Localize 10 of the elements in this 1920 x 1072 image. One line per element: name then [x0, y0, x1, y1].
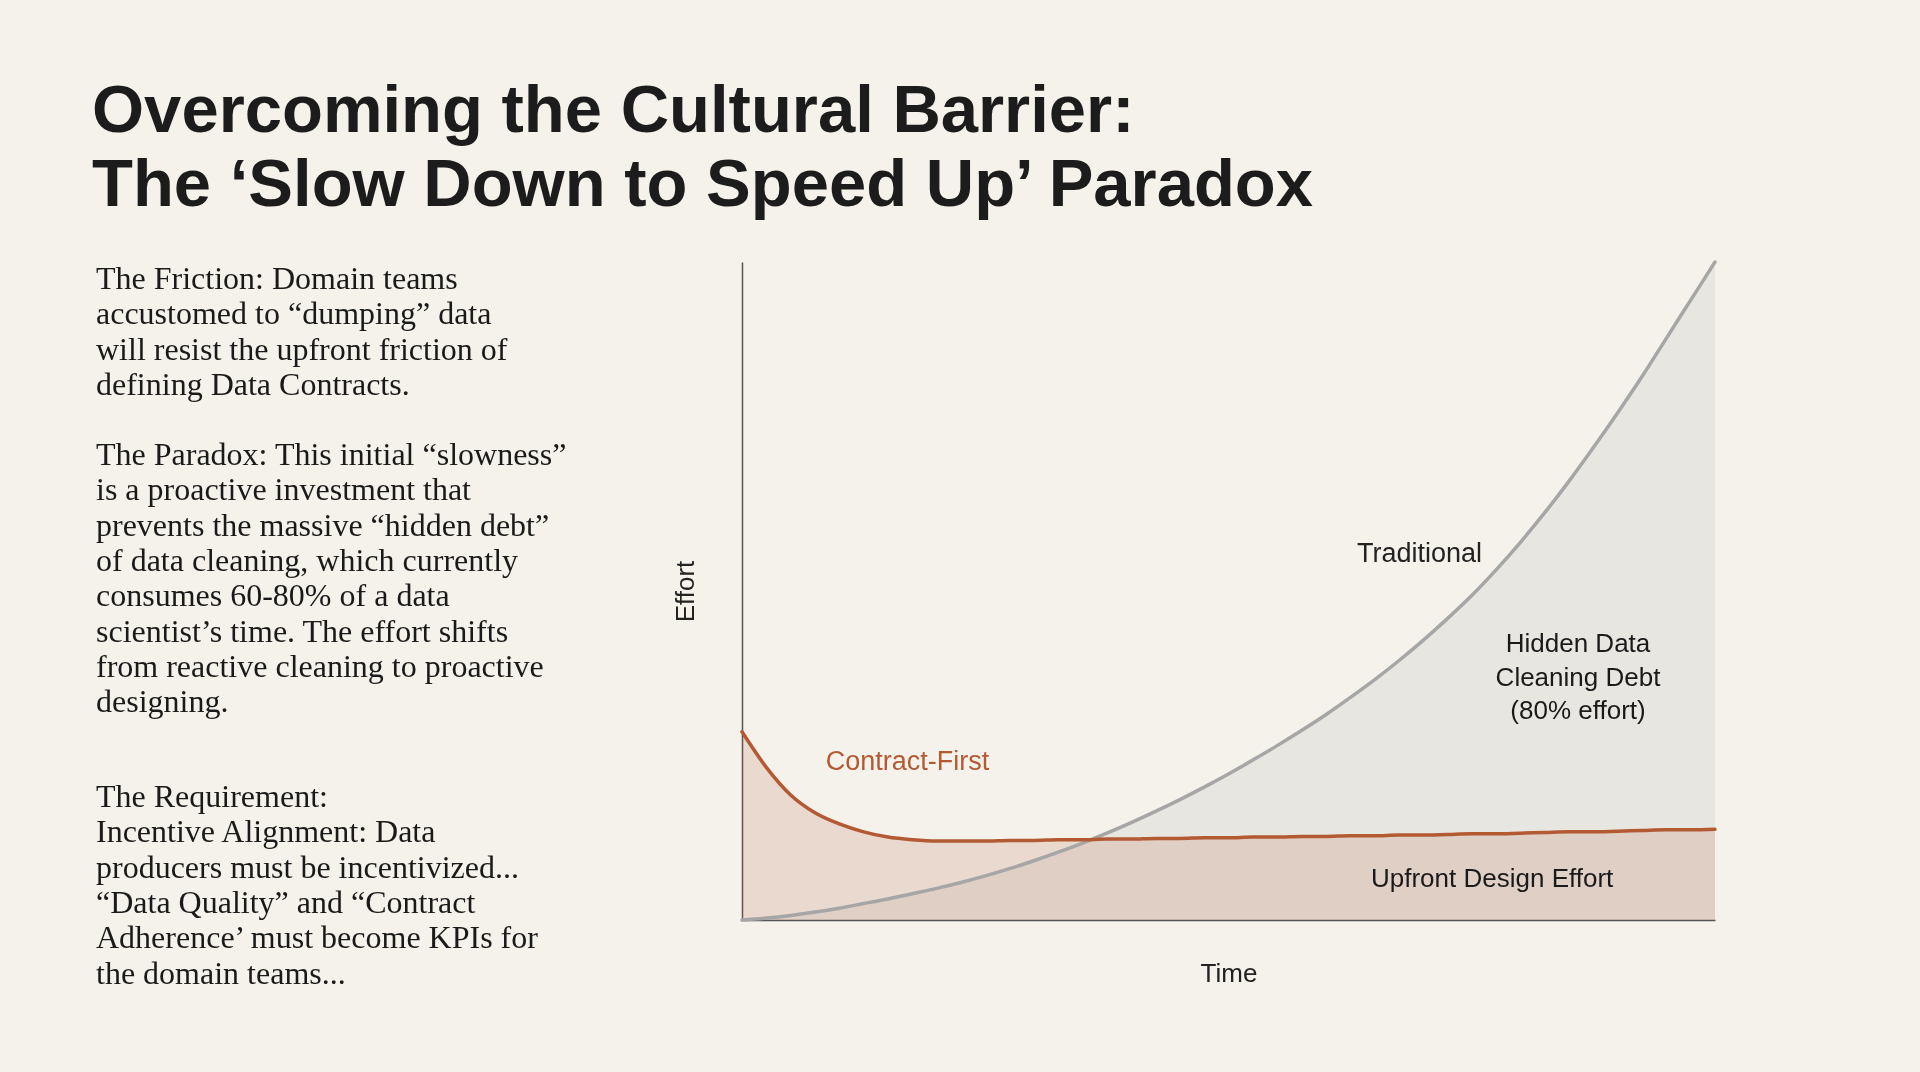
annotation: Upfront Design Effort [1371, 863, 1615, 893]
y-axis-title: Effort [669, 559, 700, 623]
text: The Friction: Domain teams accustomed to “dumping” data will resist the upfront friction of defining Data Contracts. [96, 260, 508, 402]
series-label: Contract-First [825, 745, 990, 776]
annotation: Hidden Data Cleaning Debt (80% effort) [1495, 628, 1662, 725]
series-label: Traditional [1357, 537, 1483, 568]
chart-title: Overcoming the Cultural Barrier: The ‘Slow Down to Speed Up’ Paradox [92, 71, 1314, 221]
text: The Paradox: This initial “slowness” is a proactive investment that prevents the massive “hidden debt” of data cleaning, which currently consumes 60-80% of a data scientist’s time. The effort shifts from reactive cleaning to proactive designing. [96, 436, 567, 720]
text: The Requirement: Incentive Alignment: Data producers must be incentivized... “Data Quality” and “Contract Adherence’ must become KPIs for the domain teams... [96, 778, 539, 991]
x-axis-title: Time [1200, 957, 1258, 988]
